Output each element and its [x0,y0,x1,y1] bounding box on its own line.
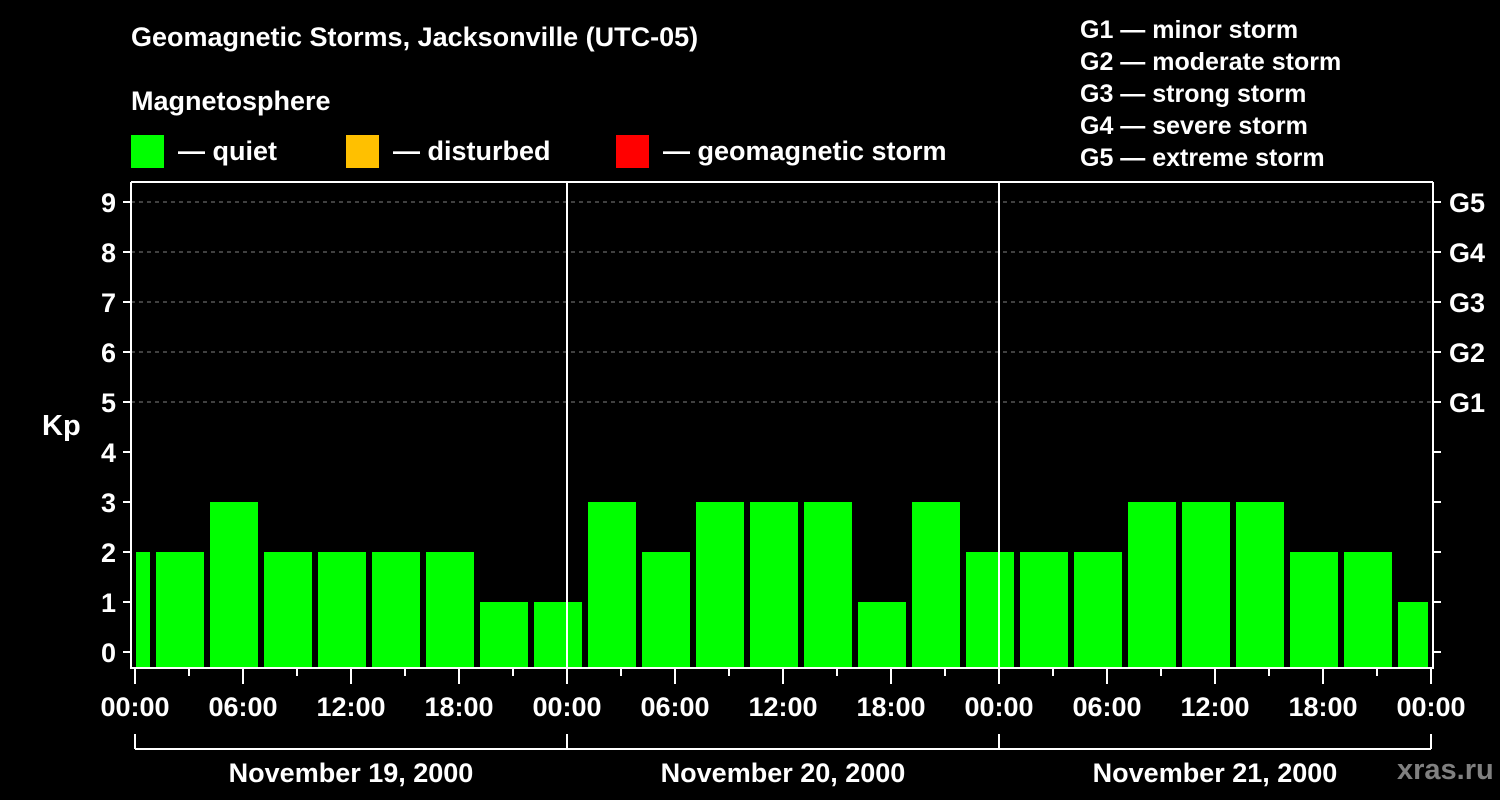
watermark: xras.ru [1397,754,1494,786]
kp-bar [588,502,636,668]
kp-bar [642,552,690,668]
y-tick-label: 7 [101,288,116,318]
kp-bar [1290,552,1338,668]
chart-title: Geomagnetic Storms, Jacksonville (UTC-05… [131,22,699,52]
x-tick-label: 12:00 [1180,692,1249,722]
kp-bar [1344,552,1392,668]
legend-swatch-disturbed [346,134,379,168]
y-tick-label: 4 [101,438,116,468]
kp-bar [264,552,312,668]
x-tick-label: 06:00 [208,692,277,722]
x-tick-label: 18:00 [424,692,493,722]
kp-bar [1074,552,1122,668]
bar-series [136,502,1428,668]
kp-bar [372,552,420,668]
g-scale-g3: G3 — strong storm [1080,80,1307,108]
axes [123,181,1441,750]
legend-swatch-storm [616,134,649,168]
kp-bar [480,602,528,668]
y-tick-label: 2 [101,538,116,568]
g-scale-g1: G1 — minor storm [1080,16,1299,44]
day-label: November 19, 2000 [229,758,474,788]
legend-quiet: — quiet [131,134,277,168]
x-tick-label: 06:00 [640,692,709,722]
legend-swatch-quiet [131,134,164,168]
kp-bar [534,602,582,668]
axis-labels: 0 1 2 3 4 5 6 7 8 9 G1 G2 G3 G4 G5 00:00 06:00 12:00 18:00… [100,188,1485,788]
day-label: November 20, 2000 [661,758,906,788]
kp-bar [156,552,204,668]
legend-disturbed: — disturbed [346,134,551,168]
g-scale-tick-label: G1 [1449,388,1485,418]
kp-bar [966,552,1014,668]
legend-label-disturbed: — disturbed [393,135,551,166]
legend-label-storm: — geomagnetic storm [663,135,947,166]
kp-bar [912,502,960,668]
kp-bar [136,552,150,668]
g-scale-tick-label: G4 [1449,238,1485,268]
kp-bar [1128,502,1176,668]
g-scale-legend: G1 — minor storm G2 — moderate storm G3 … [1080,14,1341,174]
y-tick-label: 5 [101,388,116,418]
x-tick-label: 12:00 [316,692,385,722]
kp-bar [1182,502,1230,668]
g-scale-tick-label: G2 [1449,338,1485,368]
kp-bar [858,602,906,668]
y-tick-label: 8 [101,238,116,268]
kp-bar [210,502,258,668]
chart-subtitle: Magnetosphere [131,86,331,116]
y-tick-label: 6 [101,338,116,368]
y-axis-label: Kp [42,410,81,442]
g-scale-tick-label: G5 [1449,188,1485,218]
x-tick-label: 18:00 [1288,692,1357,722]
kp-bar [1236,502,1284,668]
kp-bar [426,552,474,668]
kp-bar [318,552,366,668]
kp-bar [750,502,798,668]
x-tick-label: 00:00 [100,692,169,722]
kp-bar [804,502,852,668]
gridlines [131,201,1433,403]
g-scale-g5: G5 — extreme storm [1080,144,1325,172]
legend-label-quiet: — quiet [178,135,277,166]
g-scale-g2: G2 — moderate storm [1080,48,1342,76]
g-scale-g4: G4 — severe storm [1080,112,1308,140]
x-tick-label: 00:00 [1396,692,1465,722]
x-tick-label: 00:00 [532,692,601,722]
y-tick-label: 9 [101,188,116,218]
y-tick-label: 3 [101,488,116,518]
y-tick-label: 0 [101,638,116,668]
legend-storm: — geomagnetic storm [616,134,947,168]
kp-bar [1020,552,1068,668]
x-tick-label: 18:00 [856,692,925,722]
x-tick-label: 06:00 [1072,692,1141,722]
kp-bar [1398,602,1428,668]
day-label: November 21, 2000 [1093,758,1338,788]
g-scale-tick-label: G3 [1449,288,1485,318]
kp-bar [696,502,744,668]
x-tick-label: 12:00 [748,692,817,722]
x-tick-label: 00:00 [964,692,1033,722]
y-tick-label: 1 [101,588,116,618]
